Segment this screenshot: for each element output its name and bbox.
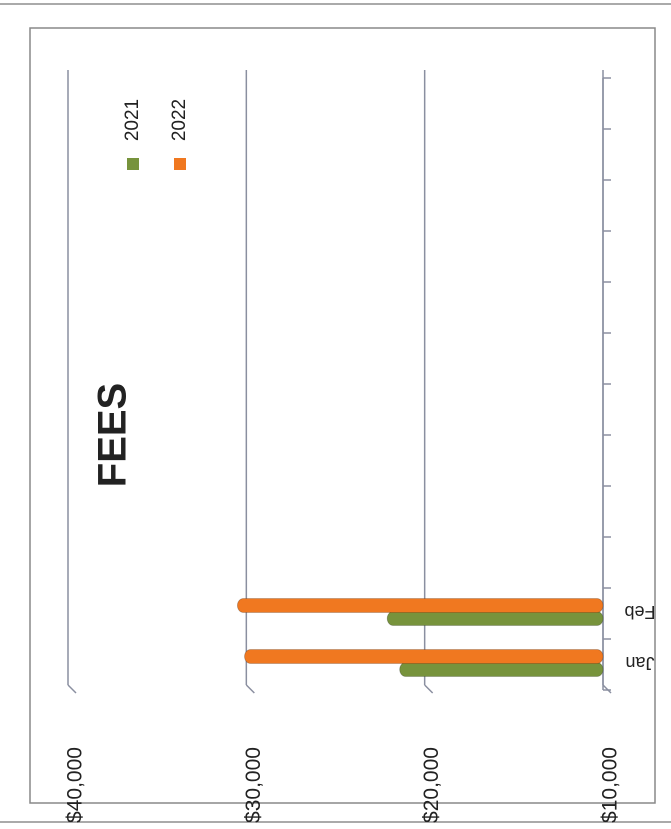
grid-line-foot (67, 684, 77, 694)
y-tick-label: $20,000 (420, 747, 443, 823)
bar (244, 649, 604, 664)
x-tick-label: Jan (625, 653, 654, 673)
legend-label: 2022 (169, 99, 190, 141)
chart-title: FEES (91, 383, 135, 487)
bar (237, 598, 604, 613)
grid-line-foot (602, 684, 612, 694)
legend-swatch (127, 158, 139, 170)
bar (399, 662, 604, 677)
x-tick-label: Feb (624, 602, 655, 622)
grid-line-foot (424, 684, 434, 694)
y-tick-label: $40,000 (64, 747, 87, 823)
grid-line-foot (245, 684, 255, 694)
legend-swatch (174, 158, 186, 170)
legend-label: 2021 (122, 99, 143, 141)
y-tick-label: $30,000 (242, 747, 265, 823)
bar (386, 611, 604, 626)
y-tick-label: $10,000 (599, 747, 622, 823)
